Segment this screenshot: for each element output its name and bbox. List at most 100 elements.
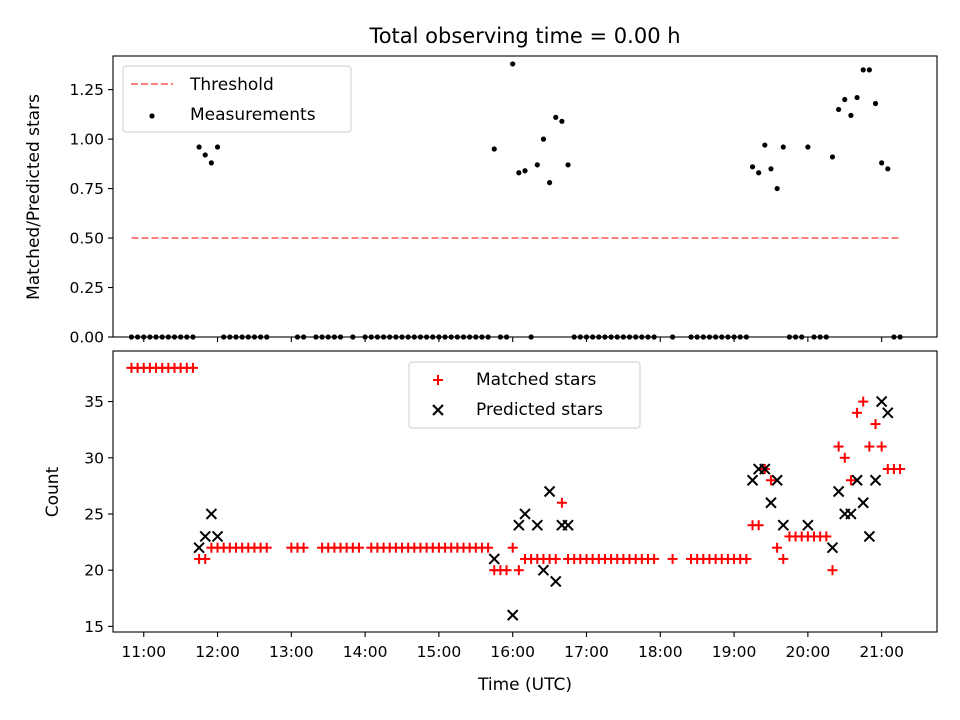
- measurement-point-73: [620, 334, 626, 340]
- top-ytick-label-1: 0.25: [69, 279, 104, 297]
- predicted-star-point-1: [199, 530, 211, 543]
- matched-star-point-92: [753, 520, 764, 531]
- matched-star-point-115: [895, 464, 906, 475]
- bottom-ytick-label-0: 15: [84, 618, 104, 636]
- matched-star-point-12: [200, 553, 211, 564]
- measurement-point-51: [485, 334, 491, 340]
- xtick-label-2: 13:00: [269, 643, 314, 661]
- measurement-point-79: [669, 334, 676, 340]
- measurement-point-64: [565, 162, 571, 168]
- measurement-point-26: [319, 334, 325, 340]
- measurement-point-95: [780, 144, 786, 150]
- measurement-point-37: [399, 334, 405, 340]
- measurement-point-103: [829, 154, 836, 160]
- matched-star-point-106: [839, 452, 850, 463]
- measurement-point-42: [430, 334, 436, 340]
- legend-measurements-swatch: [149, 113, 155, 119]
- measurement-point-11: [196, 144, 202, 150]
- legend-threshold-label: Threshold: [189, 75, 274, 95]
- predicted-star-point-0: [193, 541, 205, 554]
- legend-predicted-label: Predicted stars: [476, 400, 603, 420]
- measurement-point-111: [879, 160, 885, 166]
- top-y-axis-label: Matched/Predicted stars: [24, 94, 44, 300]
- measurement-point-97: [792, 334, 799, 340]
- predicted-star-point-14: [746, 474, 759, 486]
- measurement-point-81: [694, 334, 700, 340]
- measurement-point-48: [467, 334, 473, 340]
- predicted-star-point-3: [211, 530, 224, 543]
- measurement-point-17: [233, 334, 239, 340]
- top-ytick-label-3: 0.75: [69, 180, 104, 198]
- matched-star-point-112: [876, 441, 887, 452]
- measurement-point-15: [221, 334, 227, 340]
- predicted-star-point-21: [826, 541, 839, 554]
- predicted-star-point-13: [562, 519, 574, 531]
- matched-star-point-103: [821, 531, 832, 542]
- measurement-point-55: [510, 61, 516, 67]
- measurement-point-22: [264, 334, 270, 340]
- measurement-point-85: [719, 334, 725, 340]
- measurement-point-39: [411, 334, 417, 340]
- measurement-point-13: [208, 160, 214, 166]
- measurement-point-74: [626, 334, 633, 340]
- measurement-point-94: [774, 185, 780, 192]
- measurement-point-52: [491, 146, 497, 152]
- measurement-point-54: [503, 334, 510, 340]
- legend-matched-swatch: [433, 375, 443, 385]
- top-ytick-label-4: 1.00: [69, 131, 104, 149]
- measurement-point-31: [362, 334, 368, 340]
- predicted-star-point-18: [771, 474, 783, 486]
- xtick-label-3: 14:00: [343, 643, 388, 661]
- top-y-ticks: 0.00 0.25 0.50 0.75 1.00 1.25: [69, 81, 113, 347]
- measurement-point-65: [571, 334, 577, 340]
- measurement-point-4: [153, 334, 159, 340]
- measurement-point-66: [577, 334, 583, 340]
- measurement-point-41: [424, 334, 430, 340]
- measurement-point-82: [700, 334, 706, 340]
- measurement-point-24: [301, 334, 307, 340]
- measurement-point-88: [737, 334, 743, 340]
- predicted-star-point-2: [205, 508, 218, 520]
- matched-star-point-110: [864, 441, 875, 452]
- measurement-point-35: [387, 334, 393, 340]
- predicted-star-point-19: [777, 519, 789, 531]
- measurement-point-40: [417, 334, 424, 340]
- matched-star-point-10: [187, 362, 198, 373]
- measurement-point-91: [756, 170, 762, 176]
- matched-star-point-55: [501, 565, 512, 576]
- measurement-point-36: [393, 334, 399, 340]
- measurement-point-3: [147, 334, 153, 340]
- measurement-point-18: [239, 334, 245, 340]
- measurement-point-90: [749, 164, 756, 170]
- top-plot-area: 0.00 0.25 0.50 0.75 1.00 1.25 Matched/Predict…: [24, 55, 938, 347]
- measurement-point-56: [516, 170, 522, 176]
- measurement-point-63: [559, 118, 565, 124]
- measurement-point-30: [350, 334, 356, 340]
- measurement-point-110: [872, 100, 879, 107]
- measurement-point-14: [214, 144, 221, 150]
- measurement-point-92: [762, 142, 768, 148]
- measurement-point-67: [583, 334, 590, 340]
- measurement-point-102: [823, 334, 829, 340]
- measurement-point-62: [553, 114, 559, 120]
- bottom-ytick-label-4: 35: [84, 393, 104, 411]
- measurement-point-5: [159, 334, 165, 340]
- xtick-label-9: 20:00: [786, 643, 831, 661]
- measurement-point-20: [251, 334, 258, 340]
- chart-title: Total observing time = 0.00 h: [368, 24, 680, 48]
- measurement-point-105: [842, 96, 848, 103]
- measurement-point-25: [313, 334, 319, 340]
- matched-star-point-105: [833, 441, 844, 452]
- matched-star-point-107: [845, 475, 856, 486]
- measurement-point-7: [171, 334, 178, 340]
- measurement-point-49: [473, 334, 479, 340]
- top-ytick-label-2: 0.50: [69, 230, 104, 248]
- bottom-y-ticks: 15 20 25 30 35: [84, 393, 113, 636]
- matched-star-point-22: [261, 542, 272, 553]
- matched-star-point-79: [649, 553, 660, 564]
- measurement-point-33: [374, 334, 381, 340]
- bottom-ytick-label-3: 30: [84, 449, 104, 467]
- matched-star-point-111: [870, 419, 881, 430]
- matched-star-point-32: [353, 542, 364, 553]
